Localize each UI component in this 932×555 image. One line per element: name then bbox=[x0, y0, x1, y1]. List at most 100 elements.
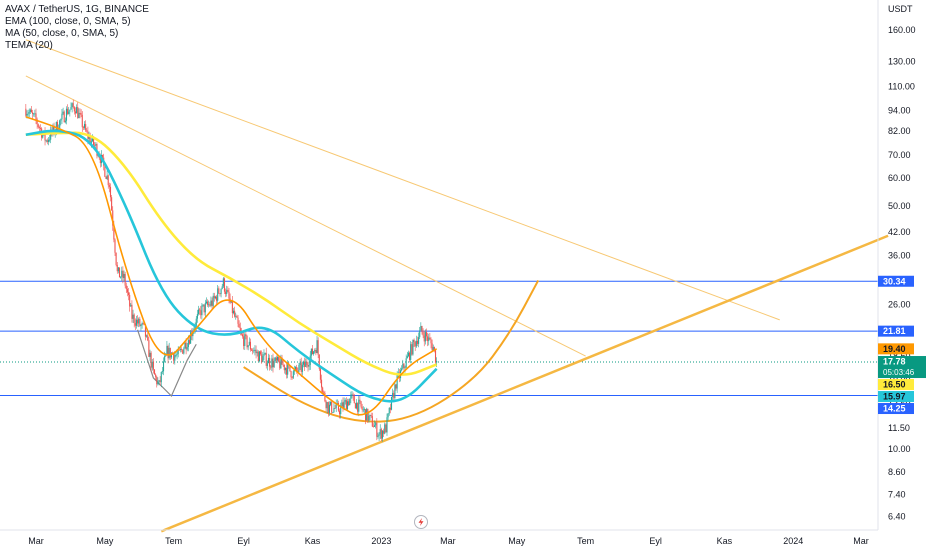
candle bbox=[200, 305, 202, 319]
candle-body bbox=[29, 109, 31, 113]
level-tag: 30.34 bbox=[878, 275, 914, 287]
candle bbox=[341, 399, 343, 407]
candle bbox=[150, 351, 152, 372]
candle-body bbox=[169, 347, 171, 358]
price-axis: USDT6.407.408.6010.0011.5013.5016.0018.5… bbox=[877, 0, 916, 530]
candle bbox=[333, 403, 335, 413]
price-tag-bg bbox=[878, 379, 914, 391]
candle-body bbox=[187, 340, 189, 348]
candle-body bbox=[30, 109, 33, 113]
candle bbox=[170, 352, 172, 360]
series-line-2 bbox=[25, 116, 438, 416]
ma-legend[interactable]: MA (50, close, 0, SMA, 5) bbox=[5, 28, 119, 39]
candle-body bbox=[378, 434, 380, 436]
candle-body bbox=[266, 363, 268, 366]
candle bbox=[349, 398, 351, 406]
candle-body bbox=[175, 355, 177, 356]
candle bbox=[377, 432, 379, 439]
candle bbox=[50, 126, 52, 144]
candle bbox=[227, 286, 229, 293]
candle-body bbox=[93, 136, 95, 146]
candle bbox=[355, 399, 358, 410]
candle bbox=[159, 376, 161, 386]
candle bbox=[406, 351, 408, 359]
candle bbox=[340, 402, 342, 419]
candle-body bbox=[245, 334, 247, 336]
candle-body bbox=[168, 347, 170, 359]
candle-body bbox=[414, 341, 416, 347]
candle-body bbox=[52, 125, 54, 133]
candle bbox=[357, 402, 359, 416]
candle-body bbox=[63, 111, 65, 123]
candle bbox=[237, 314, 239, 328]
ema-legend[interactable]: EMA (100, close, 0, SMA, 5) bbox=[5, 16, 131, 27]
candle bbox=[208, 300, 210, 308]
candle-body bbox=[361, 406, 363, 410]
candle bbox=[158, 380, 160, 386]
candle-body bbox=[166, 346, 168, 354]
candle bbox=[364, 409, 367, 425]
candle bbox=[126, 285, 128, 297]
candle bbox=[47, 137, 49, 146]
candle bbox=[155, 373, 157, 380]
candle-body bbox=[28, 112, 30, 114]
candle bbox=[272, 353, 274, 373]
candle bbox=[151, 358, 153, 371]
candle bbox=[390, 396, 393, 411]
level-tag-bg bbox=[878, 325, 914, 337]
candle-body bbox=[156, 376, 158, 385]
candle-body bbox=[351, 394, 353, 396]
candle-body bbox=[333, 408, 335, 413]
candle-body bbox=[228, 291, 230, 299]
candle bbox=[370, 412, 372, 418]
candle-body bbox=[225, 291, 227, 294]
candle bbox=[284, 367, 286, 375]
candle-body bbox=[273, 361, 275, 368]
candle-body bbox=[369, 414, 371, 416]
price-tag-bg bbox=[878, 403, 914, 415]
candle bbox=[267, 353, 270, 364]
candle bbox=[429, 333, 431, 340]
candle bbox=[232, 307, 235, 315]
candle-body bbox=[433, 346, 435, 350]
candle bbox=[76, 104, 78, 114]
lightning-icon[interactable] bbox=[414, 515, 428, 529]
candle-body bbox=[328, 404, 330, 413]
candle-body bbox=[72, 103, 74, 108]
price-tick-label: 11.50 bbox=[888, 423, 910, 433]
time-tick-label: Kas bbox=[305, 536, 321, 546]
candle bbox=[402, 359, 404, 370]
candle bbox=[300, 357, 302, 377]
candle-body bbox=[346, 401, 349, 410]
symbol-title[interactable]: AVAX / TetherUS, 1G, BINANCE bbox=[5, 4, 149, 15]
tema-legend[interactable]: TEMA (20) bbox=[5, 40, 53, 51]
candle-body bbox=[353, 395, 355, 404]
candle-body bbox=[256, 351, 258, 354]
candle bbox=[166, 341, 168, 355]
candle bbox=[269, 354, 271, 371]
candle-body bbox=[376, 422, 378, 437]
candle bbox=[419, 326, 421, 339]
level-tag-text: 30.34 bbox=[883, 276, 906, 286]
candle bbox=[199, 307, 201, 315]
candle bbox=[217, 284, 219, 303]
candle bbox=[114, 238, 116, 256]
candle-body bbox=[405, 358, 407, 368]
trendline-2 bbox=[160, 234, 889, 533]
candle bbox=[409, 351, 411, 363]
candle-body bbox=[385, 424, 387, 433]
price-tag-15.97: 15.97 bbox=[878, 391, 914, 403]
candle-body bbox=[88, 136, 90, 139]
candle bbox=[363, 407, 365, 415]
candle-body bbox=[53, 125, 55, 134]
candle bbox=[353, 393, 355, 404]
candle bbox=[386, 413, 388, 436]
candle-body bbox=[142, 323, 144, 324]
candle bbox=[183, 346, 185, 355]
candle-body bbox=[295, 367, 297, 370]
candle bbox=[380, 427, 382, 442]
candle bbox=[368, 412, 370, 423]
candle-body bbox=[134, 323, 136, 326]
